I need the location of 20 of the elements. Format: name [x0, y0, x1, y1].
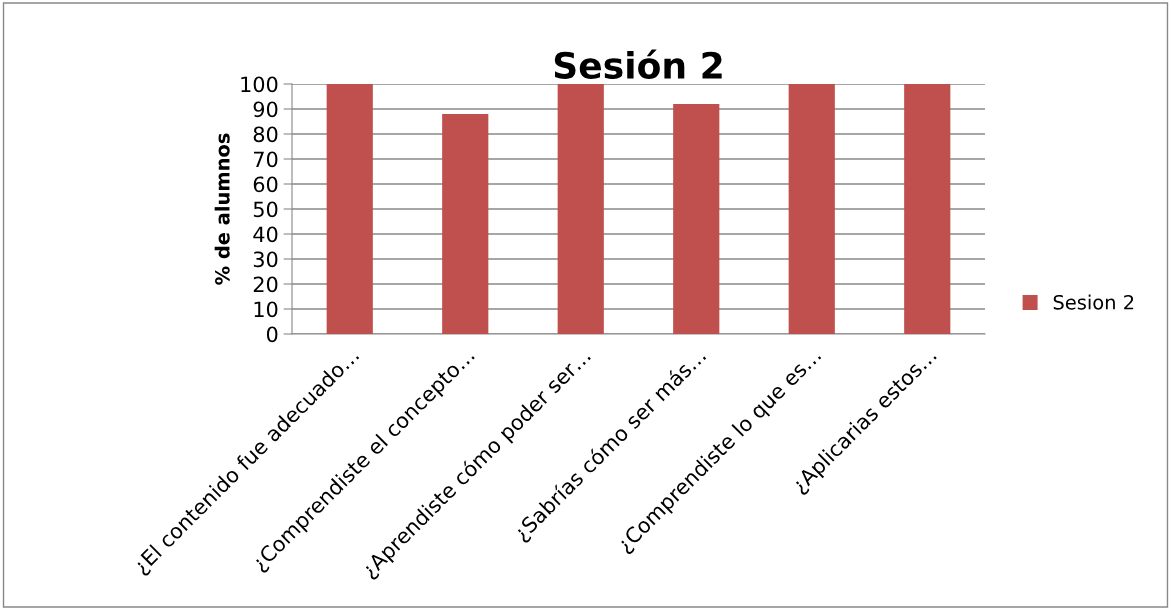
bar [904, 84, 951, 334]
bar [326, 84, 373, 334]
bar [673, 104, 720, 334]
y-tick-label: 40 [253, 226, 278, 243]
y-tick-label: 100 [241, 76, 278, 93]
y-tick-label: 10 [254, 301, 278, 318]
y-tick-label: 50 [253, 201, 278, 218]
chart-title: Sesión 2 [554, 49, 722, 79]
bar [442, 114, 489, 334]
y-tick-label: 60 [253, 176, 278, 193]
y-axis-title: % de alumnos [214, 133, 230, 285]
y-tick-label: 20 [253, 276, 278, 293]
y-tick-label: 80 [253, 126, 278, 143]
y-tick-label: 70 [254, 151, 278, 168]
y-tick-label: 30 [253, 251, 278, 268]
bar [788, 84, 835, 334]
y-tick-label: 90 [253, 101, 278, 118]
bar [557, 84, 604, 334]
legend-label: Sesion 2 [1053, 294, 1134, 310]
y-tick-label: 0 [266, 326, 278, 343]
